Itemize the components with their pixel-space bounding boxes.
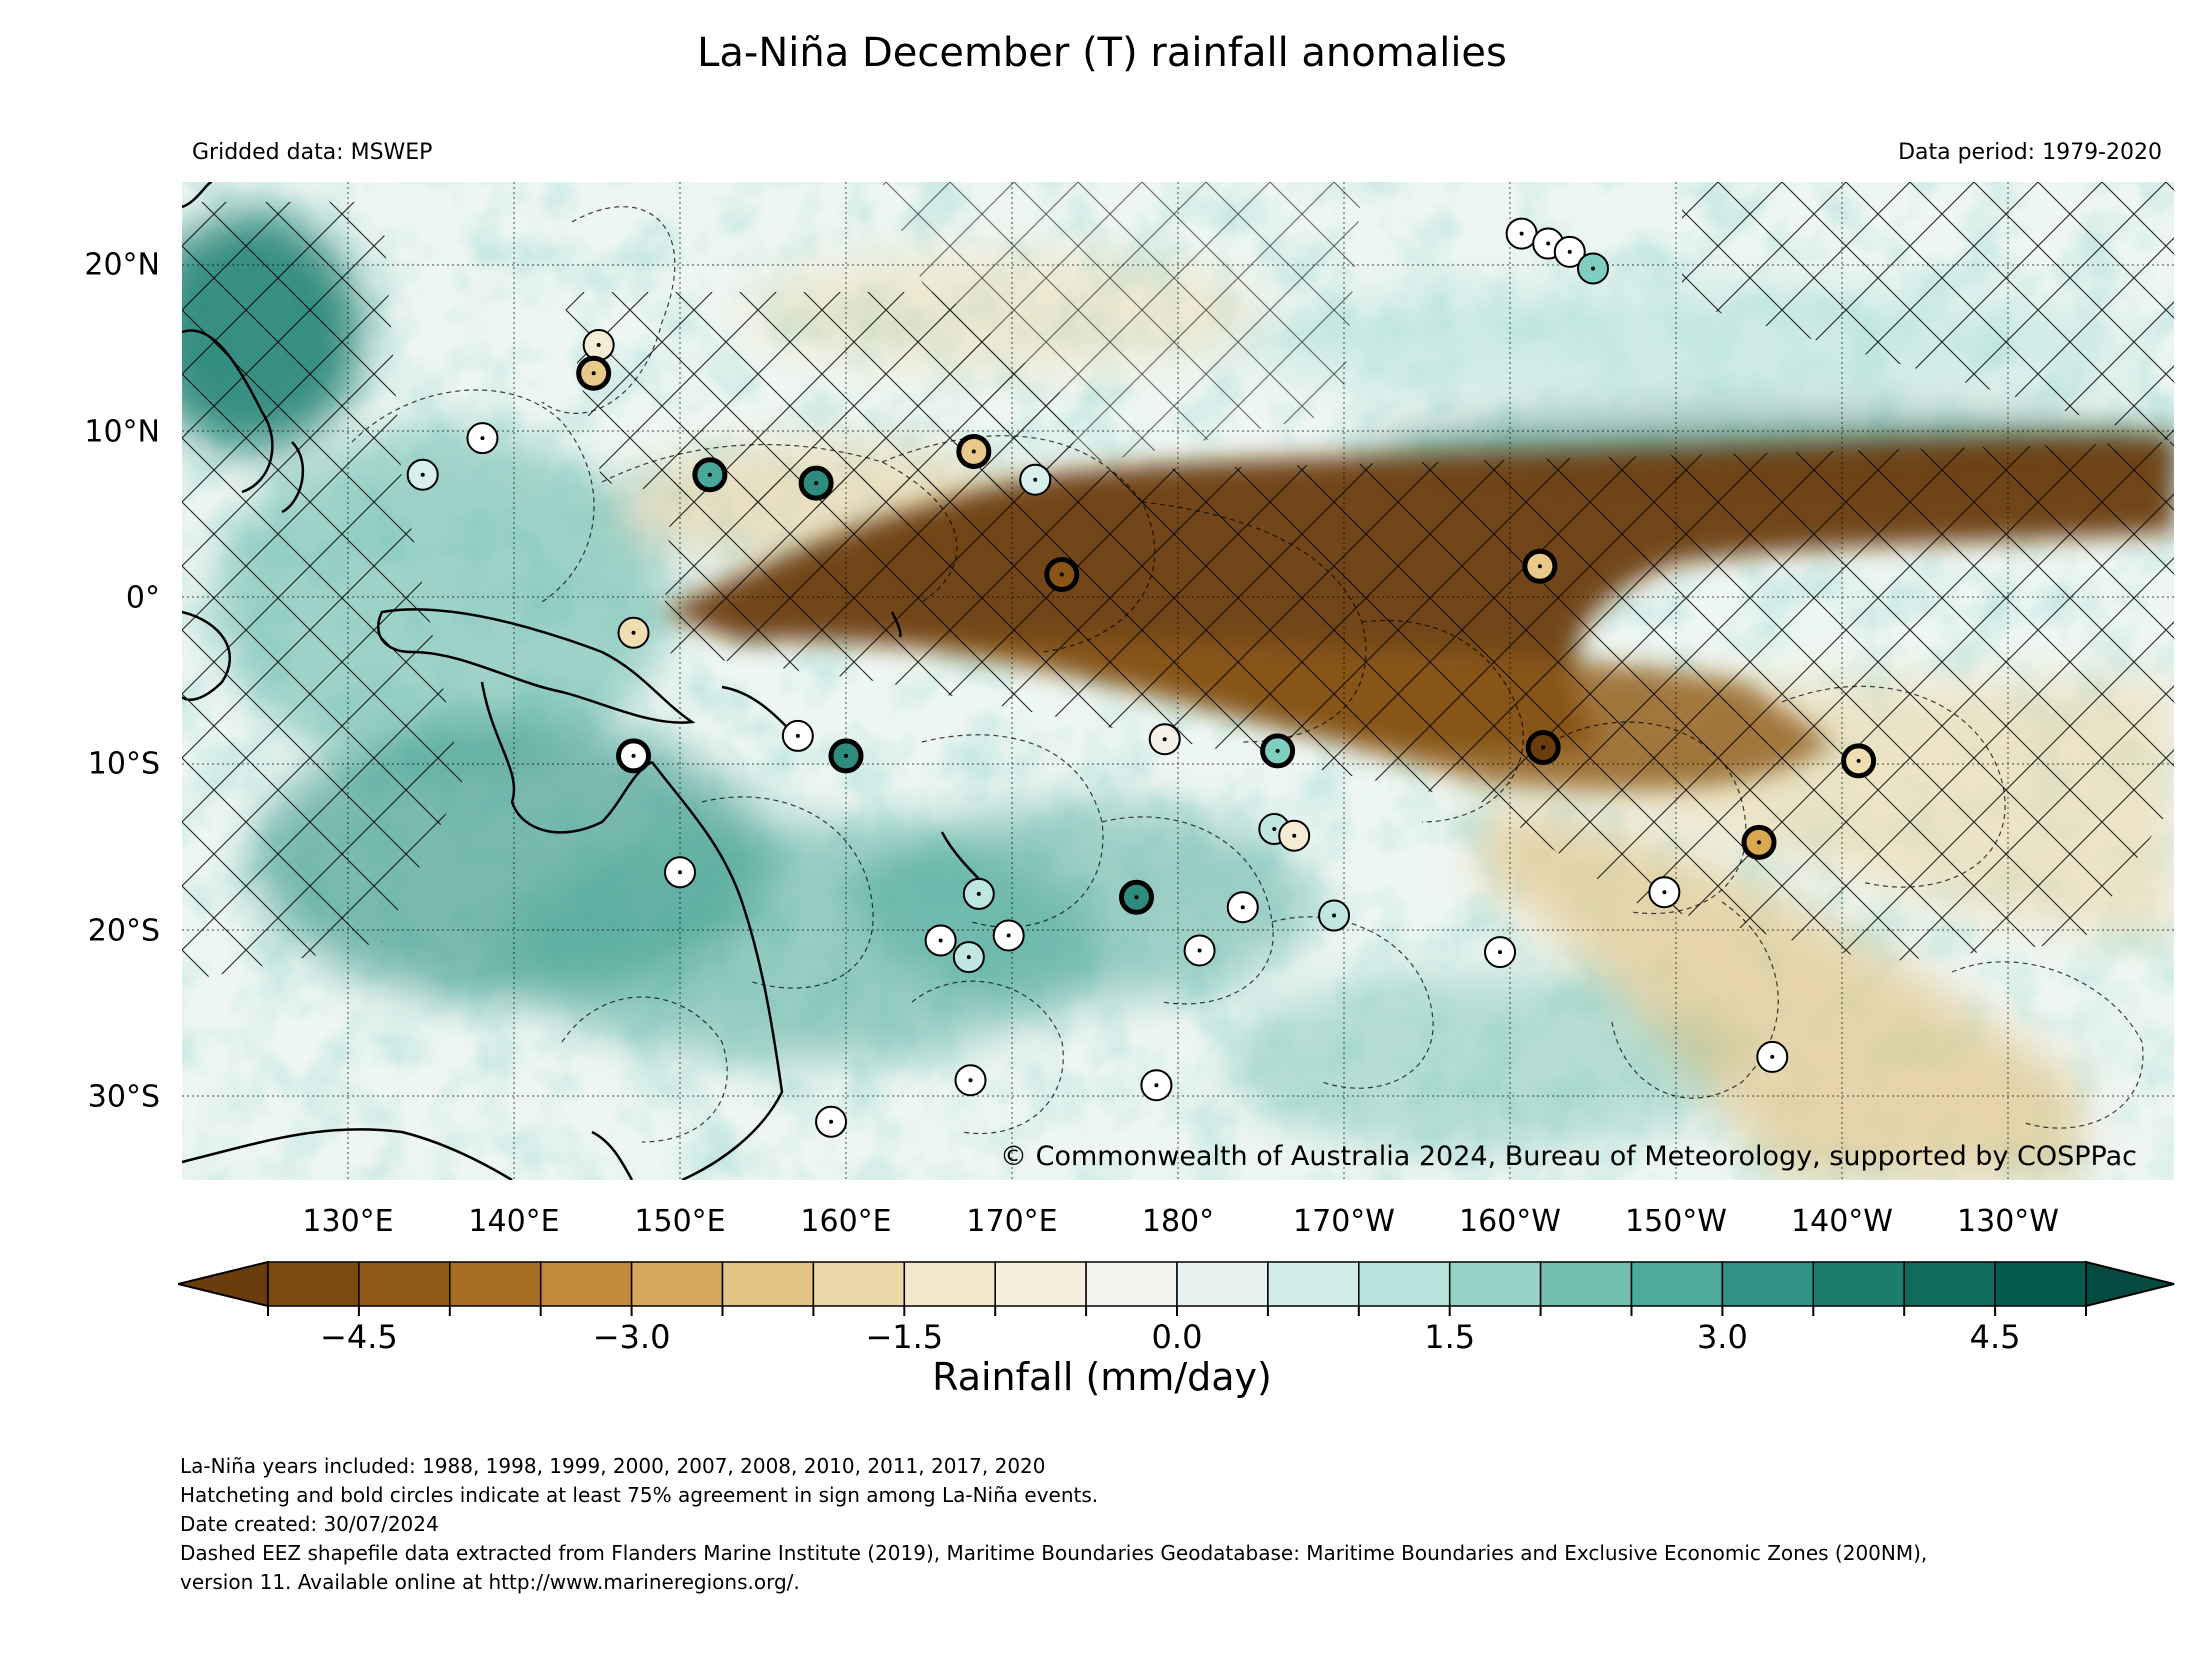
latitude-label: 10°N (84, 414, 160, 449)
station-circle (1522, 548, 1558, 584)
station-circle (1119, 879, 1154, 915)
station-circle (798, 465, 834, 501)
station-circle (1183, 934, 1216, 967)
station-circle (576, 355, 612, 391)
station-circle (406, 458, 439, 491)
footer-line-eez: Dashed EEZ shapefile data extracted from… (180, 1541, 1928, 1565)
longitude-label: 150°E (634, 1204, 726, 1239)
station-circle (954, 1064, 987, 1097)
longitude-label: 130°E (302, 1204, 394, 1239)
colorbar-cell (1630, 1261, 1724, 1307)
footer-notes: La-Niña years included: 1988, 1998, 1999… (180, 1452, 1927, 1597)
colorbar-cell (267, 1261, 360, 1307)
station-circles (406, 217, 1877, 1138)
station-circle (815, 1105, 848, 1138)
colorbar-label: Rainfall (mm/day) (932, 1355, 1272, 1399)
station-circle (956, 433, 992, 469)
longitude-label: 170°E (966, 1204, 1058, 1239)
rainfall-anomaly-map: © Commonwealth of Australia 2024, Bureau… (182, 182, 2174, 1180)
station-circle (466, 422, 499, 455)
station-circle (1841, 743, 1877, 779)
colorbar-over-arrow (2085, 1260, 2175, 1308)
colorbar-tick-label: 3.0 (1696, 1318, 1748, 1356)
station-circle (1148, 723, 1181, 756)
station-circle (828, 738, 864, 774)
station-circle (962, 877, 995, 910)
station-circle (1278, 819, 1311, 852)
colorbar (178, 1260, 2175, 1316)
colorbar-cell (1812, 1261, 1905, 1307)
footer-line-date: Date created: 30/07/2024 (180, 1512, 439, 1536)
footer-line-years: La-Niña years included: 1988, 1998, 1999… (180, 1454, 1046, 1478)
colorbar-cell (358, 1261, 451, 1307)
colorbar-tick-label: 0.0 (1151, 1318, 1203, 1356)
longitude-label: 140°W (1791, 1204, 1893, 1239)
station-circle (692, 457, 728, 493)
colorbar-cell (812, 1261, 906, 1307)
colorbar-cell (539, 1261, 633, 1307)
colorbar-cell (1539, 1261, 1633, 1307)
gridded-data-label: Gridded data: MSWEP (192, 140, 433, 165)
station-circle (1044, 557, 1080, 593)
colorbar-tick-label: −4.5 (320, 1318, 398, 1356)
latitude-label: 0° (125, 580, 160, 616)
colorbar-cell (1721, 1261, 1815, 1307)
station-circle (1648, 876, 1681, 909)
chart-title: La-Niña December (T) rainfall anomalies (697, 30, 1507, 76)
station-circle (924, 924, 957, 957)
copyright-text: © Commonwealth of Australia 2024, Bureau… (1000, 1141, 2137, 1172)
station-circle (1260, 733, 1296, 769)
colorbar-cell (903, 1261, 996, 1307)
longitude-label: 170°W (1293, 1204, 1395, 1239)
longitude-label: 140°E (468, 1204, 560, 1239)
station-circle (1019, 463, 1052, 496)
colorbar-cell (1358, 1261, 1451, 1307)
colorbar-cell (721, 1261, 815, 1307)
colorbar-tick-label: −3.0 (592, 1318, 671, 1356)
colorbar-cell (1176, 1261, 1269, 1307)
station-circle (1505, 217, 1538, 250)
footer-line-hatching: Hatcheting and bold circles indicate at … (180, 1483, 1099, 1507)
latitude-label: 10°S (87, 746, 160, 782)
data-period-label: Data period: 1979-2020 (1898, 140, 2162, 165)
colorbar-tick-label: 1.5 (1424, 1318, 1476, 1356)
station-circle (1741, 824, 1777, 860)
latitude-label: 20°S (87, 913, 160, 948)
colorbar-cell (1085, 1261, 1178, 1307)
latitude-label: 20°N (84, 247, 160, 283)
station-circle (1318, 899, 1351, 932)
station-circle (1553, 235, 1586, 268)
station-circle (664, 856, 696, 889)
station-circle (1577, 252, 1609, 285)
station-circle (1226, 891, 1259, 924)
station-circle (582, 329, 615, 362)
station-circle (1756, 1040, 1789, 1073)
latitude-label: 30°S (87, 1079, 160, 1115)
colorbar-tick-label: 4.5 (1969, 1318, 2021, 1356)
colorbar-cell (994, 1261, 1087, 1307)
station-circle (617, 616, 650, 649)
colorbar-cell (1903, 1261, 1996, 1307)
longitude-label: 160°W (1459, 1204, 1561, 1239)
colorbar-cell (1448, 1261, 1542, 1307)
station-circle (1484, 936, 1517, 969)
station-circle (952, 941, 985, 974)
colorbar-cell (1994, 1261, 2087, 1307)
colorbar-tick-label: −1.5 (865, 1318, 944, 1356)
colorbar-under-arrow (178, 1260, 269, 1308)
colorbar-cell (630, 1261, 724, 1307)
station-circle (616, 738, 652, 774)
longitude-label: 130°W (1957, 1204, 2059, 1239)
colorbar-cell (449, 1261, 542, 1307)
footer-line-version: version 11. Available online at http://w… (180, 1570, 800, 1594)
longitude-label: 160°E (800, 1204, 892, 1239)
longitude-label: 150°W (1625, 1204, 1727, 1239)
longitude-label: 180° (1141, 1204, 1215, 1239)
station-circle (1525, 730, 1561, 766)
station-circle (781, 719, 814, 752)
station-circle (992, 919, 1025, 952)
station-circle (1140, 1069, 1173, 1102)
colorbar-cell (1267, 1261, 1360, 1307)
